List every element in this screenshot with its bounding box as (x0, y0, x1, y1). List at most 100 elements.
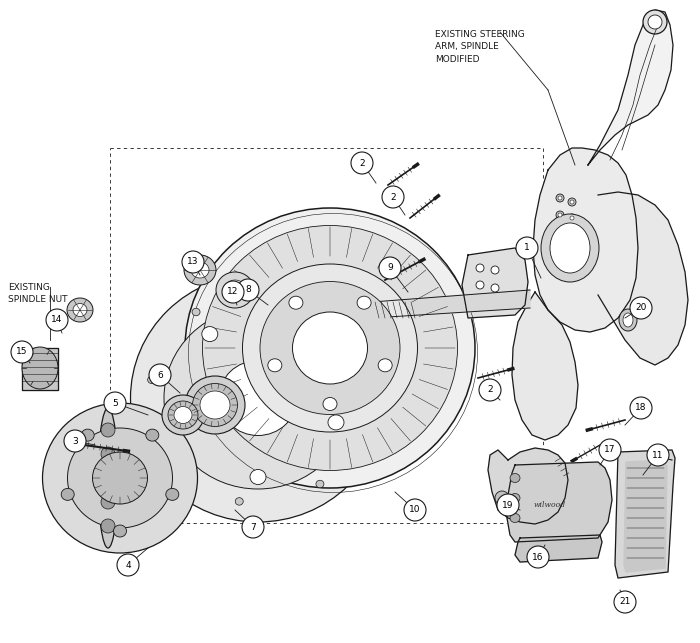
Text: 6: 6 (157, 370, 163, 379)
Text: 17: 17 (604, 446, 616, 455)
Circle shape (648, 15, 662, 29)
Text: 9: 9 (387, 264, 393, 273)
Text: 15: 15 (16, 347, 28, 356)
Ellipse shape (316, 480, 324, 488)
Circle shape (479, 379, 501, 401)
Ellipse shape (289, 296, 303, 309)
Ellipse shape (92, 452, 148, 504)
Circle shape (570, 216, 574, 220)
Ellipse shape (166, 489, 179, 500)
Circle shape (101, 519, 115, 533)
Text: 2: 2 (487, 386, 493, 395)
Ellipse shape (168, 401, 198, 429)
Circle shape (222, 281, 244, 303)
Text: 7: 7 (250, 523, 256, 532)
Ellipse shape (185, 376, 245, 434)
Ellipse shape (113, 525, 127, 537)
Ellipse shape (162, 395, 204, 435)
Circle shape (476, 281, 484, 289)
Ellipse shape (184, 255, 216, 285)
Ellipse shape (174, 406, 192, 424)
Circle shape (242, 516, 264, 538)
Ellipse shape (293, 312, 368, 384)
Ellipse shape (273, 291, 281, 298)
Circle shape (64, 430, 86, 452)
Text: 21: 21 (620, 597, 631, 606)
Ellipse shape (510, 514, 520, 523)
Ellipse shape (191, 262, 209, 278)
Text: 2: 2 (359, 159, 365, 167)
Text: 19: 19 (503, 500, 514, 509)
Circle shape (237, 279, 259, 301)
Circle shape (568, 214, 576, 222)
Polygon shape (22, 348, 58, 390)
Ellipse shape (81, 429, 94, 441)
Text: 11: 11 (652, 451, 664, 460)
Ellipse shape (541, 214, 599, 282)
Polygon shape (615, 450, 675, 578)
Circle shape (527, 546, 549, 568)
Ellipse shape (200, 391, 230, 419)
Ellipse shape (619, 309, 637, 331)
Ellipse shape (235, 498, 243, 505)
Ellipse shape (378, 359, 392, 372)
Polygon shape (598, 192, 688, 365)
Polygon shape (488, 448, 568, 524)
Circle shape (516, 237, 538, 259)
Circle shape (476, 264, 484, 272)
Polygon shape (372, 290, 530, 318)
Polygon shape (533, 148, 638, 332)
Ellipse shape (61, 489, 74, 500)
Text: wilwood: wilwood (534, 501, 566, 509)
Text: 5: 5 (112, 399, 118, 408)
Text: 12: 12 (228, 287, 239, 296)
Circle shape (104, 392, 126, 414)
Ellipse shape (219, 361, 297, 435)
Polygon shape (624, 460, 667, 572)
Text: 3: 3 (72, 437, 78, 446)
Circle shape (491, 284, 499, 292)
Polygon shape (588, 10, 673, 165)
Circle shape (149, 364, 171, 386)
Circle shape (643, 10, 667, 34)
Circle shape (599, 439, 621, 461)
Ellipse shape (323, 397, 337, 410)
Circle shape (630, 397, 652, 419)
Ellipse shape (172, 415, 188, 430)
Ellipse shape (224, 280, 246, 300)
Ellipse shape (510, 473, 520, 482)
Ellipse shape (73, 303, 87, 316)
Ellipse shape (67, 298, 93, 322)
Ellipse shape (192, 308, 200, 316)
Circle shape (11, 341, 33, 363)
Circle shape (101, 447, 115, 461)
Circle shape (351, 152, 373, 174)
Circle shape (379, 257, 401, 279)
Text: EXISTING
SPINDLE NUT: EXISTING SPINDLE NUT (8, 283, 67, 305)
Ellipse shape (202, 226, 458, 471)
Polygon shape (512, 292, 578, 440)
Text: 14: 14 (51, 316, 63, 325)
Circle shape (497, 494, 519, 516)
Text: 16: 16 (532, 552, 544, 561)
Ellipse shape (510, 493, 520, 502)
Circle shape (647, 444, 669, 466)
Polygon shape (462, 248, 528, 318)
Ellipse shape (242, 264, 417, 432)
Ellipse shape (250, 469, 266, 484)
Ellipse shape (43, 403, 197, 553)
Circle shape (182, 251, 204, 273)
Text: 8: 8 (245, 285, 251, 294)
Text: 2: 2 (390, 192, 395, 201)
Circle shape (556, 194, 564, 202)
Circle shape (382, 186, 404, 208)
Circle shape (568, 198, 576, 206)
Ellipse shape (268, 359, 282, 372)
Ellipse shape (623, 313, 633, 327)
Ellipse shape (22, 347, 58, 389)
Circle shape (491, 266, 499, 274)
Polygon shape (515, 535, 602, 562)
Text: 4: 4 (125, 561, 131, 570)
Circle shape (558, 213, 562, 217)
Ellipse shape (342, 334, 351, 341)
